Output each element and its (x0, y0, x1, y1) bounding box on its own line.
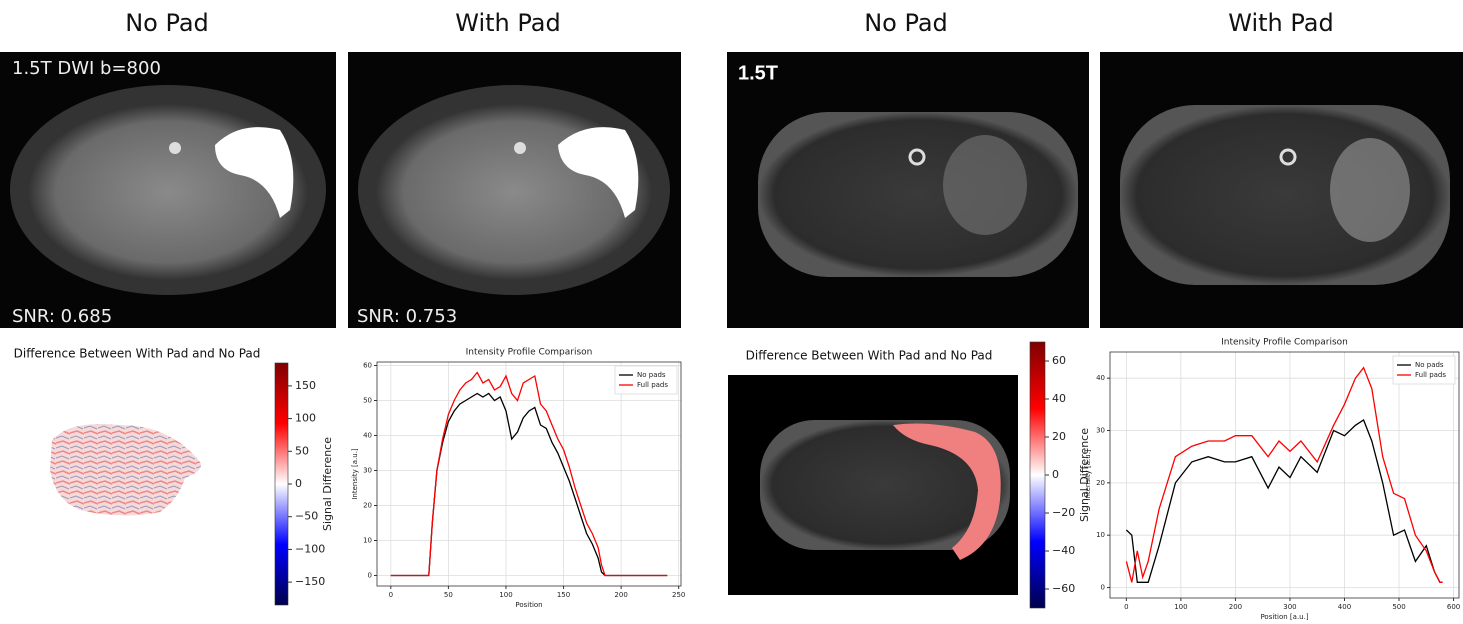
x-tick-label: 250 (672, 591, 685, 599)
colorbar-tick-label: −150 (295, 575, 325, 588)
chart-title: Intensity Profile Comparison (466, 348, 593, 358)
x-tick-label: 0 (389, 591, 393, 599)
y-axis-label: Intensity [a.u.] (351, 448, 359, 500)
colorbar-tick-label: 100 (295, 412, 316, 425)
y-tick-label: 50 (363, 397, 372, 405)
x-axis-label: Position [a.u.] (1260, 613, 1308, 621)
legend-box (1392, 355, 1456, 385)
data-line (1125, 419, 1443, 583)
colorbar (1029, 341, 1046, 609)
image-label: 1.5T (738, 62, 778, 84)
difference-map (728, 375, 1018, 595)
legend-label: No pads (637, 371, 666, 379)
colorbar-tick-label: 150 (295, 379, 316, 392)
plot-frame (376, 361, 682, 587)
x-tick-label: 0 (1124, 603, 1128, 611)
y-tick-label: 40 (1096, 374, 1105, 382)
legend-label: Full pads (637, 381, 668, 389)
x-tick-label: 400 (1338, 603, 1351, 611)
x-tick-label: 500 (1392, 603, 1405, 611)
colorbar-tick-label: −50 (295, 510, 318, 523)
panel-header: With Pad (1228, 9, 1333, 37)
legend-label: Full pads (1415, 371, 1446, 379)
mri-image (1100, 52, 1463, 328)
colorbar-title: Difference Between With Pad and No Pad (746, 349, 993, 363)
colorbar-label: Signal Difference (1078, 428, 1091, 522)
y-tick-label: 30 (363, 467, 372, 475)
x-tick-label: 200 (614, 591, 627, 599)
x-axis-label: Position (515, 601, 542, 609)
y-tick-label: 0 (368, 572, 372, 580)
x-tick-label: 300 (1283, 603, 1296, 611)
image-label: 1.5T DWI b=800 (12, 58, 161, 79)
colorbar-tick-label: −40 (1052, 544, 1075, 557)
colorbar-tick-label: 20 (1052, 430, 1066, 443)
y-tick-label: 0 (1101, 584, 1105, 592)
x-tick-label: 100 (499, 591, 512, 599)
colorbar-tick-label: 0 (1052, 468, 1059, 481)
colorbar-title: Difference Between With Pad and No Pad (14, 347, 261, 361)
image-label: SNR: 0.685 (12, 306, 112, 327)
colorbar-tick-label: 50 (295, 444, 309, 457)
y-tick-label: 20 (363, 502, 372, 510)
x-tick-label: 600 (1447, 603, 1460, 611)
y-tick-label: 20 (1096, 479, 1105, 487)
y-tick-label: 30 (1096, 427, 1105, 435)
panel-header: No Pad (864, 9, 948, 37)
mri-image (348, 52, 681, 328)
plot-frame (1109, 351, 1460, 599)
data-line (1125, 366, 1443, 583)
colorbar-label: Signal Difference (321, 437, 334, 531)
colorbar-tick-label: 0 (295, 477, 302, 490)
difference-map (50, 424, 201, 516)
image-label: SNR: 0.753 (357, 306, 457, 327)
mri-image (0, 52, 336, 328)
y-tick-label: 10 (1096, 531, 1105, 539)
mri-image (727, 52, 1089, 328)
x-tick-label: 50 (444, 591, 453, 599)
colorbar-tick-label: 60 (1052, 354, 1066, 367)
y-tick-label: 40 (363, 432, 372, 440)
data-line (390, 371, 668, 577)
colorbar-tick-label: −60 (1052, 582, 1075, 595)
y-axis-label: Intensity [a.u.] (1084, 449, 1092, 501)
x-tick-label: 100 (1174, 603, 1187, 611)
y-tick-label: 60 (363, 362, 372, 370)
colorbar-tick-label: 40 (1052, 392, 1066, 405)
panel-header: No Pad (125, 9, 209, 37)
legend-label: No pads (1415, 361, 1444, 369)
panel-header: With Pad (455, 9, 560, 37)
y-tick-label: 10 (363, 537, 372, 545)
legend-box (614, 365, 678, 395)
colorbar (274, 362, 289, 606)
data-line (390, 392, 668, 577)
colorbar-tick-label: −100 (295, 542, 325, 555)
chart-title: Intensity Profile Comparison (1221, 338, 1348, 348)
colorbar-tick-label: −20 (1052, 506, 1075, 519)
x-tick-label: 200 (1229, 603, 1242, 611)
x-tick-label: 150 (557, 591, 570, 599)
